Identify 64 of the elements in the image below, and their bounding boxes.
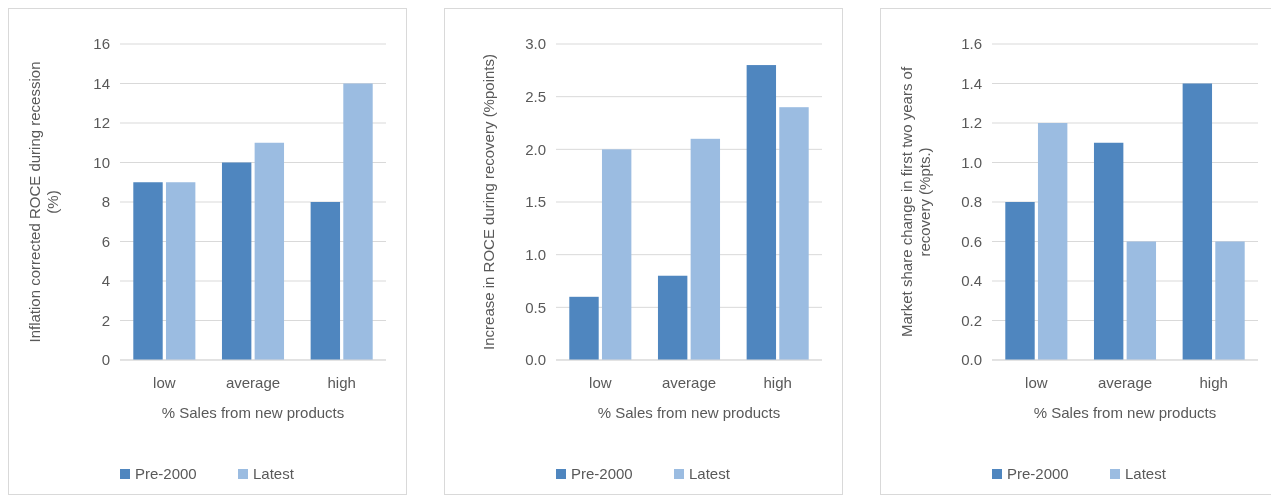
bar (601, 149, 632, 360)
x-tick-label: high (1199, 374, 1228, 391)
y-tick-label: 1.0 (525, 245, 546, 263)
legend-label: Pre-2000 (571, 465, 633, 483)
legend-label: Pre-2000 (135, 465, 197, 483)
bar (1005, 202, 1035, 360)
y-tick-label: 2 (101, 311, 110, 329)
bar (165, 182, 196, 360)
y-tick-label: 1.6 (961, 35, 982, 53)
bar (690, 138, 721, 360)
legend-label: Latest (689, 465, 731, 483)
y-tick-label: 2.0 (525, 140, 546, 158)
y-tick-label: 0.6 (961, 232, 982, 250)
y-tick-label: 0.4 (961, 272, 982, 290)
bar (1215, 241, 1245, 360)
bar (1093, 142, 1124, 360)
y-tick-label: 14 (93, 74, 110, 92)
y-tick-label: 0 (101, 351, 110, 369)
y-tick-label: 3.0 (525, 35, 546, 53)
y-tick-label: 4 (101, 272, 110, 290)
y-tick-label: 12 (93, 114, 110, 132)
y-tick-label: 16 (93, 35, 110, 53)
y-tick-label: 0.0 (961, 351, 982, 369)
bar (1182, 83, 1213, 360)
y-tick-label: 0.0 (525, 351, 546, 369)
bar (1037, 123, 1068, 360)
y-tick-label: 0.2 (961, 311, 982, 329)
x-tick-label: average (1097, 374, 1153, 391)
y-axis-title: Market share change in first two years of recovery (%pts.) (898, 66, 933, 338)
legend-label: Pre-2000 (1007, 465, 1069, 483)
y-tick-label: 2.5 (525, 87, 546, 105)
y-axis-title: Inflation corrected ROCE during recession (%) (26, 61, 61, 343)
y-tick-label: 1.2 (961, 114, 982, 132)
bar (343, 83, 373, 360)
x-tick-label: low (153, 374, 176, 391)
x-axis-title: % Sales from new products (1033, 404, 1217, 421)
bar (569, 296, 599, 360)
x-axis-title: % Sales from new products (597, 404, 781, 421)
bar (221, 162, 252, 360)
bar (657, 275, 688, 360)
y-axis-title: Increase in ROCE during recovery (%points) (480, 54, 497, 350)
y-tick-label: 8 (101, 193, 110, 211)
legend-label: Latest (253, 465, 295, 483)
bar (310, 202, 341, 360)
bar (1126, 241, 1157, 360)
bar (133, 182, 163, 360)
bar (746, 65, 777, 360)
y-tick-label: 1.5 (525, 193, 546, 211)
x-tick-label: low (589, 374, 612, 391)
bar (254, 142, 285, 360)
y-tick-label: 1.0 (961, 153, 982, 171)
y-tick-label: 6 (101, 232, 110, 250)
x-tick-label: average (225, 374, 281, 391)
y-tick-label: 10 (93, 153, 110, 171)
x-tick-label: average (661, 374, 717, 391)
legend-label: Latest (1125, 465, 1167, 483)
x-tick-label: high (763, 374, 792, 391)
x-axis-title: % Sales from new products (161, 404, 345, 421)
x-tick-label: high (327, 374, 356, 391)
y-tick-label: 0.8 (961, 193, 982, 211)
y-tick-label: 1.4 (961, 74, 982, 92)
x-tick-label: low (1025, 374, 1048, 391)
bar (779, 107, 809, 360)
y-tick-label: 0.5 (525, 298, 546, 316)
